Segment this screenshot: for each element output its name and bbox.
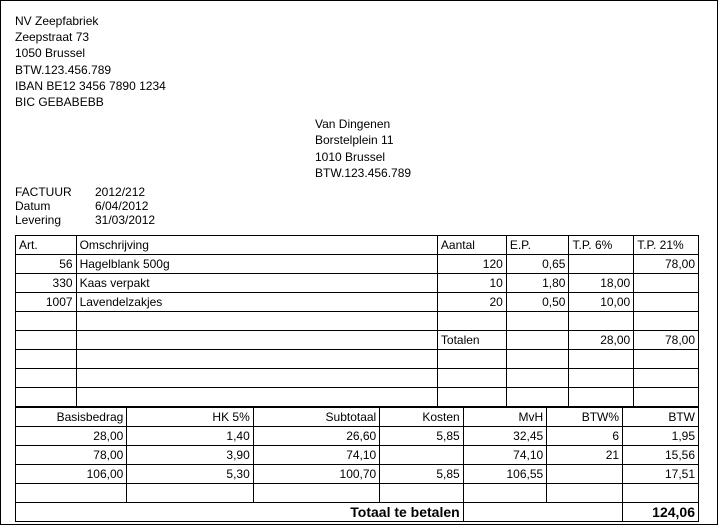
sender-bic: BIC GEBABEBB (15, 94, 699, 110)
cell-hk: 3,90 (127, 445, 253, 464)
cell-kosten (380, 445, 463, 464)
cell-basis: 106,00 (16, 464, 127, 483)
sender-name: NV Zeepfabriek (15, 13, 699, 29)
meta-block: FACTUUR 2012/212 Datum 6/04/2012 Leverin… (15, 185, 699, 227)
col-btw: BTW (623, 407, 699, 426)
empty-row (16, 368, 699, 387)
items-header-row: Art. Omschrijving Aantal E.P. T.P. 6% T.… (16, 235, 699, 254)
col-sub: Subtotaal (253, 407, 379, 426)
cell-btw: 15,56 (623, 445, 699, 464)
col-tp6: T.P. 6% (569, 235, 634, 254)
sender-street: Zeepstraat 73 (15, 29, 699, 45)
cell-btw: 1,95 (623, 426, 699, 445)
grand-total-value: 124,06 (623, 502, 699, 521)
cell-art: 1007 (16, 292, 77, 311)
col-qty: Aantal (437, 235, 506, 254)
totals-tp6: 28,00 (569, 330, 634, 349)
empty-row (16, 387, 699, 406)
summary-row: 106,00 5,30 100,70 5,85 106,55 17,51 (16, 464, 699, 483)
recipient-vat: BTW.123.456.789 (315, 165, 699, 181)
invoice-page: NV Zeepfabriek Zeepstraat 73 1050 Brusse… (0, 0, 718, 525)
cell-sub: 74,10 (253, 445, 379, 464)
cell-desc: Hagelblank 500g (76, 254, 437, 273)
empty-row (16, 311, 699, 330)
cell-desc: Lavendelzakjes (76, 292, 437, 311)
cell-mvh: 74,10 (463, 445, 546, 464)
cell-qty: 10 (437, 273, 506, 292)
meta-delivery: 31/03/2012 (95, 213, 195, 227)
col-hk: HK 5% (127, 407, 253, 426)
cell-art: 330 (16, 273, 77, 292)
grand-total-row: Totaal te betalen 124,06 (16, 502, 699, 521)
recipient-city: 1010 Brussel (315, 149, 699, 165)
cell-ep: 1,80 (506, 273, 569, 292)
cell-kosten: 5,85 (380, 464, 463, 483)
cell-kosten: 5,85 (380, 426, 463, 445)
summary-table: Basisbedrag HK 5% Subtotaal Kosten MvH B… (15, 407, 699, 522)
items-table: Art. Omschrijving Aantal E.P. T.P. 6% T.… (15, 235, 699, 407)
cell-desc: Kaas verpakt (76, 273, 437, 292)
sender-block: NV Zeepfabriek Zeepstraat 73 1050 Brusse… (15, 13, 699, 110)
meta-invoice-label: FACTUUR (15, 185, 95, 199)
totals-tp21: 78,00 (634, 330, 699, 349)
cell-sub: 26,60 (253, 426, 379, 445)
meta-date: 6/04/2012 (95, 199, 195, 213)
col-art: Art. (16, 235, 77, 254)
cell-tp21: 78,00 (634, 254, 699, 273)
cell-btw: 17,51 (623, 464, 699, 483)
cell-tp21 (634, 273, 699, 292)
cell-tp21 (634, 292, 699, 311)
col-ep: E.P. (506, 235, 569, 254)
item-row: 1007 Lavendelzakjes 20 0,50 10,00 (16, 292, 699, 311)
cell-basis: 78,00 (16, 445, 127, 464)
cell-hk: 1,40 (127, 426, 253, 445)
cell-art: 56 (16, 254, 77, 273)
cell-btwpct: 21 (547, 445, 623, 464)
sender-vat: BTW.123.456.789 (15, 62, 699, 78)
sender-iban: IBAN BE12 3456 7890 1234 (15, 78, 699, 94)
cell-btwpct (547, 464, 623, 483)
col-btwpct: BTW% (547, 407, 623, 426)
empty-row (16, 483, 699, 502)
cell-ep: 0,50 (506, 292, 569, 311)
summary-header-row: Basisbedrag HK 5% Subtotaal Kosten MvH B… (16, 407, 699, 426)
grand-total-label: Totaal te betalen (16, 502, 464, 521)
cell-ep: 0,65 (506, 254, 569, 273)
meta-delivery-label: Levering (15, 213, 95, 227)
col-basis: Basisbedrag (16, 407, 127, 426)
recipient-street: Borstelplein 11 (315, 132, 699, 148)
cell-btwpct: 6 (547, 426, 623, 445)
summary-row: 78,00 3,90 74,10 74,10 21 15,56 (16, 445, 699, 464)
cell-basis: 28,00 (16, 426, 127, 445)
cell-hk: 5,30 (127, 464, 253, 483)
item-row: 56 Hagelblank 500g 120 0,65 78,00 (16, 254, 699, 273)
col-desc: Omschrijving (76, 235, 437, 254)
totals-label: Totalen (437, 330, 506, 349)
cell-qty: 20 (437, 292, 506, 311)
items-totals-row: Totalen 28,00 78,00 (16, 330, 699, 349)
cell-tp6: 10,00 (569, 292, 634, 311)
recipient-block: Van Dingenen Borstelplein 11 1010 Brusse… (315, 116, 699, 181)
col-tp21: T.P. 21% (634, 235, 699, 254)
cell-tp6 (569, 254, 634, 273)
item-row: 330 Kaas verpakt 10 1,80 18,00 (16, 273, 699, 292)
cell-mvh: 32,45 (463, 426, 546, 445)
cell-sub: 100,70 (253, 464, 379, 483)
cell-tp6: 18,00 (569, 273, 634, 292)
cell-qty: 120 (437, 254, 506, 273)
empty-row (16, 349, 699, 368)
recipient-name: Van Dingenen (315, 116, 699, 132)
col-mvh: MvH (463, 407, 546, 426)
col-kosten: Kosten (380, 407, 463, 426)
sender-city: 1050 Brussel (15, 45, 699, 61)
cell-mvh: 106,55 (463, 464, 546, 483)
meta-date-label: Datum (15, 199, 95, 213)
meta-invoice-no: 2012/212 (95, 185, 195, 199)
summary-row: 28,00 1,40 26,60 5,85 32,45 6 1,95 (16, 426, 699, 445)
